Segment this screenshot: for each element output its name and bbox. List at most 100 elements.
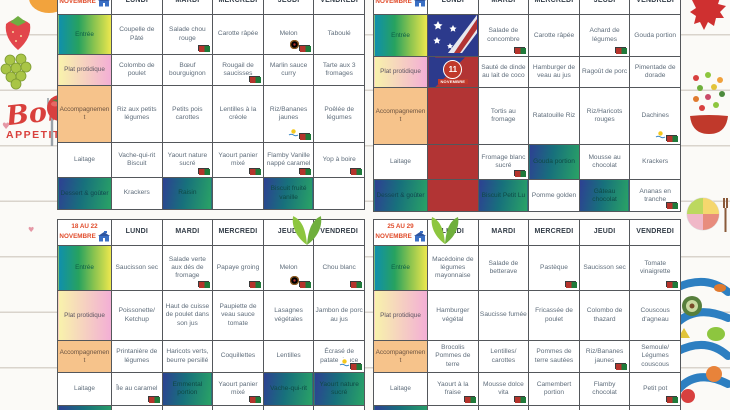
empty-cell xyxy=(262,405,315,410)
menu-item-text: Ratatouille Riz xyxy=(532,112,576,120)
local-product-flag-icon xyxy=(667,397,678,403)
menu-item-text: Hamburger de veau au jus xyxy=(532,64,576,80)
november-11-ribbon: NOVEMBRE xyxy=(437,79,468,85)
menu-item-text: Marlin sauce curry xyxy=(269,61,308,77)
menu-cell: Flamby chocolat xyxy=(578,372,631,406)
menu-cell: Petit pot xyxy=(629,372,681,406)
day-header: LUNDI xyxy=(427,0,479,15)
day-header: MARDI xyxy=(161,0,214,15)
menu-item-text: Yaourt à la fraise xyxy=(437,380,469,396)
day-header: MARDI xyxy=(161,219,214,246)
menu-item-text: Yaourt nature sucré xyxy=(167,151,208,167)
menu-item-text: Lasagnes végétales xyxy=(274,307,303,323)
menu-cell: Semoule/ Légumes couscous xyxy=(629,340,681,373)
heart-icon: ♥ xyxy=(2,122,11,132)
menu-cell: Gouda portion xyxy=(629,13,681,58)
local-product-flag-icon xyxy=(300,169,312,175)
menu-item-text: Riz/Bananes jaunes xyxy=(269,105,308,121)
menu-cell: Rougail de saucisses xyxy=(212,54,264,86)
menu-cell: Flamby Vanille nappé caramel xyxy=(262,142,315,178)
menu-item-text: Yop à boire xyxy=(322,155,356,163)
menu-item-text: Raisin xyxy=(178,189,197,197)
row-label-dessert: Dessert & goûter xyxy=(373,179,428,213)
menu-item-text: Ananas en tranche xyxy=(639,187,671,203)
local-product-flag-icon xyxy=(199,282,211,288)
menu-item-text: Île au caramel xyxy=(116,384,158,392)
menu-item-text: Macédoine de légumes mayonnaise xyxy=(432,255,474,280)
menu-table-week-1: NOVEMBRE LUNDI MARDI MERCREDI JEUDI VENDREDI… xyxy=(57,0,365,210)
menu-item-text: Bœuf bourguignon xyxy=(169,61,206,77)
menu-cell: Yop à boire xyxy=(313,142,365,178)
menu-item-text: Vache-qui-rit xyxy=(270,384,308,392)
row-label-plat: Plat protidique xyxy=(57,54,112,86)
menu-cell: Yaourt panier mixé xyxy=(212,372,264,406)
menu-item-text: Melon xyxy=(279,263,298,271)
school-icon xyxy=(413,230,426,242)
local-product-flag-icon xyxy=(351,282,362,288)
menu-cell: Biscuit Petit Lu xyxy=(477,179,530,213)
menu-cell: Hamburger de veau au jus xyxy=(528,56,580,89)
menu-item-text: Biscuit fruité vanille xyxy=(270,185,307,201)
salad-bowl-icon xyxy=(688,72,730,149)
local-product-flag-icon xyxy=(249,169,261,175)
menu-item-text: Lentilles à la créole xyxy=(219,105,257,121)
row-label-laitage: Laitage xyxy=(57,372,112,406)
menu-cell: Sauté de dinde au lait de coco xyxy=(477,56,530,89)
menu-item-text: Hamburger végétal xyxy=(436,307,470,323)
menu-item-text: Carotte râpée xyxy=(533,31,575,39)
holiday-cell xyxy=(427,87,479,146)
menu-cell: Saucisse fumée xyxy=(477,290,530,341)
row-label-accomp: Accompagnement xyxy=(57,340,112,373)
menu-cell: Salade verte aux dés de fromage xyxy=(161,245,214,291)
menu-item-text: Colombo de thazard xyxy=(586,307,623,323)
menu-item-text: Dachines xyxy=(641,112,669,120)
menu-item-text: Paupiette de veau sauce tomate xyxy=(219,303,257,327)
menu-cell: Yaourt nature sucré xyxy=(313,372,365,406)
menu-cell: Vache-qui-rit Biscuit xyxy=(111,142,163,178)
menu-cell: Mousse au chocolat xyxy=(578,144,631,181)
menu-cell: Salade de concombre xyxy=(477,13,530,58)
menu-item-text: Gouda portion xyxy=(634,31,677,39)
day-header: MARDI xyxy=(477,0,530,15)
local-product-flag-icon xyxy=(667,282,678,288)
menu-item-text: Mousse dolce vita xyxy=(483,380,524,396)
menu-item-text: Printanière de légumes xyxy=(116,348,158,364)
menu-cell: Achard de légumes xyxy=(578,13,631,58)
menu-item-text: Gâteau chocolat xyxy=(592,187,617,203)
menu-cell: Carotte râpée xyxy=(212,14,264,55)
menu-cell: Taboulé xyxy=(313,14,365,55)
food-swirl-icon xyxy=(672,268,730,410)
menu-item-text: Pommes de terre sautées xyxy=(534,348,574,364)
menu-item-text: Camembert portion xyxy=(536,380,572,396)
menu-cell: Pomme golden xyxy=(528,179,580,213)
holiday-cell xyxy=(427,144,479,181)
menu-cell: Gâteau chocolat xyxy=(578,179,631,213)
menu-item-text: Pomme golden xyxy=(531,191,577,199)
row-label-plat: Plat protidique xyxy=(373,290,428,341)
menu-table: 18 AU 22 NOVEMBRE LUNDI MARDI MERCREDI JEUDI… xyxy=(57,219,365,410)
menu-item-text: Poêlée de légumes xyxy=(324,105,355,121)
flag-stars-icon xyxy=(428,15,478,55)
row-label-entree: Entrée xyxy=(373,245,428,291)
menu-cell: Lentilles à la créole xyxy=(212,85,264,143)
november-11-badge: 11 xyxy=(443,60,463,80)
menu-cell: Riz/Haricots rouges xyxy=(578,87,631,146)
local-product-flag-icon xyxy=(515,397,527,403)
day-header: JEUDI xyxy=(262,219,315,246)
row-label-dessert: Dessert & goûter xyxy=(57,177,112,210)
quality-badge-icon xyxy=(290,39,300,52)
menu-cell: Lentilles xyxy=(262,340,315,373)
row-label-dessert: Dessert & goûter xyxy=(373,405,428,410)
menu-item-text: Coupelle de Pâté xyxy=(119,26,155,42)
menu-cell: Saucisson sec xyxy=(578,245,631,291)
menu-item-text: Gouda portion xyxy=(533,158,575,166)
local-product-flag-icon xyxy=(199,169,211,175)
menu-cell: Ananas en tranche xyxy=(629,179,681,213)
local-product-flag-icon xyxy=(199,46,211,52)
menu-cell: Île au caramel xyxy=(111,372,163,406)
menu-table-week-3: 18 AU 22 NOVEMBRE LUNDI MARDI MERCREDI JEUDI… xyxy=(57,219,365,410)
strawberry-icon xyxy=(0,14,36,59)
day-header: VENDREDI xyxy=(313,219,365,246)
menu-cell: Écrasé de patate douce xyxy=(313,340,365,373)
menu-cell: Dachines xyxy=(629,87,681,146)
